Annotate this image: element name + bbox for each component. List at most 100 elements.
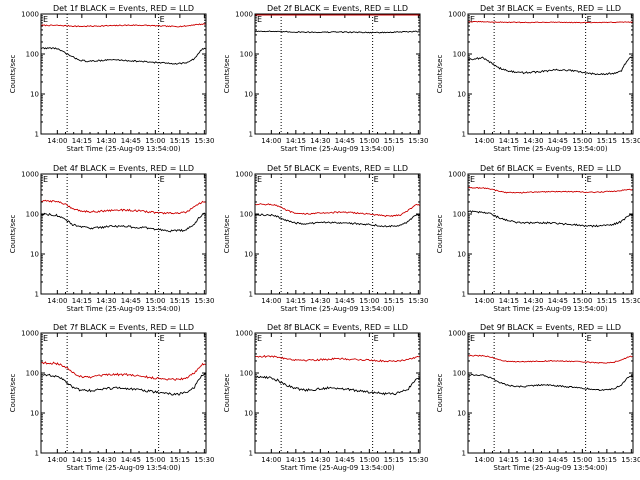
panel-det-2: Det 2f BLACK = Events, RED = LLD 14:00 14:… [223, 4, 428, 153]
x-tick-label: 15:15 [384, 456, 404, 464]
x-tick-label: 15:30 [621, 456, 640, 464]
y-tick-label: 10 [244, 251, 253, 259]
lld-series-line [468, 20, 633, 24]
panel-title: Det 8f BLACK = Events, RED = LLD [267, 323, 408, 332]
x-axis-label: Start Time (25-Aug-09 13:54:00) [493, 305, 607, 313]
marker-label: E [587, 334, 592, 343]
x-tick-label: 14:45 [121, 137, 141, 145]
marker-label-left: E [470, 175, 475, 184]
y-axis-label: Counts/sec [9, 55, 17, 94]
panel-title: Det 7f BLACK = Events, RED = LLD [53, 323, 194, 332]
y-tick-label: 1 [249, 450, 253, 458]
lld-series-line [41, 199, 206, 215]
x-tick-label: 14:00 [474, 456, 494, 464]
x-tick-label: 14:15 [72, 297, 92, 305]
x-tick-label: 14:30 [310, 456, 330, 464]
y-tick-label: 10 [457, 410, 466, 418]
x-tick-label: 14:45 [548, 137, 568, 145]
x-tick-label: 14:45 [335, 137, 355, 145]
panel-title: Det 2f BLACK = Events, RED = LLD [267, 4, 408, 13]
x-tick-label: 14:15 [286, 297, 306, 305]
x-tick-label: 14:00 [474, 297, 494, 305]
x-axis-label: Start Time (25-Aug-09 13:54:00) [66, 145, 180, 153]
marker-label-left: E [43, 15, 48, 24]
y-tick-label: 1 [462, 131, 466, 139]
y-tick-label: 1000 [21, 171, 39, 179]
y-tick-label: 1000 [448, 171, 466, 179]
lld-series-line [255, 354, 420, 363]
marker-label: E [587, 15, 592, 24]
y-axis-label: Counts/sec [223, 55, 231, 94]
x-tick-label: 14:00 [47, 456, 67, 464]
plot-frame [467, 173, 634, 295]
x-axis-label: Start Time (25-Aug-09 13:54:00) [66, 464, 180, 472]
y-tick-label: 100 [240, 370, 253, 378]
x-tick-label: 14:15 [499, 456, 519, 464]
panel-title: Det 3f BLACK = Events, RED = LLD [480, 4, 621, 13]
marker-label: E [160, 15, 165, 24]
lld-series-line [468, 354, 633, 364]
y-axis-label: Counts/sec [436, 55, 444, 94]
x-tick-label: 14:30 [96, 137, 116, 145]
events-series-line [41, 212, 206, 233]
x-tick-label: 15:30 [194, 137, 214, 145]
x-tick-label: 15:30 [408, 297, 428, 305]
y-tick-label: 1000 [235, 330, 253, 338]
events-series-line [468, 56, 633, 76]
y-axis-label: Counts/sec [223, 215, 231, 254]
x-tick-label: 14:15 [72, 137, 92, 145]
plot-frame [467, 13, 634, 135]
x-tick-label: 15:00 [572, 456, 592, 464]
marker-label-left: E [257, 15, 262, 24]
x-tick-label: 15:00 [145, 137, 165, 145]
marker-label-left: E [43, 175, 48, 184]
y-tick-label: 1 [249, 131, 253, 139]
y-tick-label: 100 [26, 51, 39, 59]
events-series-line [255, 375, 420, 396]
y-tick-label: 1 [249, 291, 253, 299]
y-tick-label: 1 [35, 131, 39, 139]
lld-series-line [468, 187, 633, 194]
panel-det-4: Det 4f BLACK = Events, RED = LLD 14:00 14:… [9, 164, 214, 313]
y-tick-label: 1 [35, 450, 39, 458]
panel-det-7: Det 7f BLACK = Events, RED = LLD 14:00 14:… [9, 323, 214, 472]
x-axis-label: Start Time (25-Aug-09 13:54:00) [66, 305, 180, 313]
panel-det-3: Det 3f BLACK = Events, RED = LLD 14:00 14:… [436, 4, 640, 153]
plot-frame [40, 332, 207, 454]
x-tick-label: 15:00 [359, 297, 379, 305]
y-tick-label: 100 [240, 211, 253, 219]
plot-frame [254, 13, 421, 135]
y-axis-label: Counts/sec [223, 374, 231, 413]
x-tick-label: 14:30 [523, 297, 543, 305]
x-tick-label: 14:45 [121, 297, 141, 305]
x-tick-label: 15:30 [194, 456, 214, 464]
y-tick-label: 1 [462, 450, 466, 458]
x-tick-label: 14:15 [499, 137, 519, 145]
x-tick-label: 15:00 [572, 137, 592, 145]
y-tick-label: 1000 [448, 11, 466, 19]
marker-label-left: E [257, 175, 262, 184]
x-tick-label: 15:30 [621, 137, 640, 145]
y-tick-label: 10 [457, 91, 466, 99]
y-axis-label: Counts/sec [436, 374, 444, 413]
panel-det-5: Det 5f BLACK = Events, RED = LLD 14:00 14:… [223, 164, 428, 313]
marker-label: E [374, 175, 379, 184]
plot-frame [40, 13, 207, 135]
y-axis-label: Counts/sec [436, 215, 444, 254]
x-tick-label: 15:15 [170, 137, 190, 145]
x-axis-label: Start Time (25-Aug-09 13:54:00) [493, 145, 607, 153]
panel-title: Det 5f BLACK = Events, RED = LLD [267, 164, 408, 173]
x-tick-label: 15:00 [145, 456, 165, 464]
y-axis-label: Counts/sec [9, 215, 17, 254]
x-tick-label: 15:30 [408, 456, 428, 464]
x-tick-label: 14:45 [121, 456, 141, 464]
x-tick-label: 14:30 [96, 297, 116, 305]
marker-label-left: E [43, 334, 48, 343]
y-tick-label: 100 [240, 51, 253, 59]
y-tick-label: 10 [30, 91, 39, 99]
y-tick-label: 1000 [21, 330, 39, 338]
events-series-line [255, 30, 420, 34]
panel-title: Det 4f BLACK = Events, RED = LLD [53, 164, 194, 173]
y-tick-label: 1000 [235, 11, 253, 19]
